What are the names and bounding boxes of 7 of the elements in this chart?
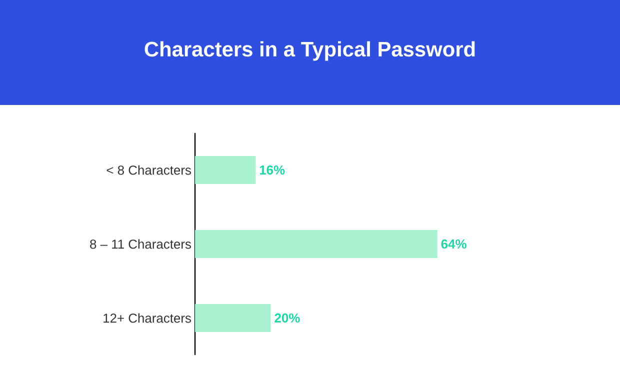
y-tick-label: < 8 Characters <box>106 165 192 175</box>
chart-title: Characters in a Typical Password <box>144 41 475 61</box>
data-label: 20% <box>274 313 300 323</box>
y-tick-label: 12+ Characters <box>104 313 192 323</box>
data-label: 16% <box>260 165 285 175</box>
data-label: 64% <box>441 239 466 249</box>
y-tick-label: 8 – 11 Characters <box>90 239 192 249</box>
